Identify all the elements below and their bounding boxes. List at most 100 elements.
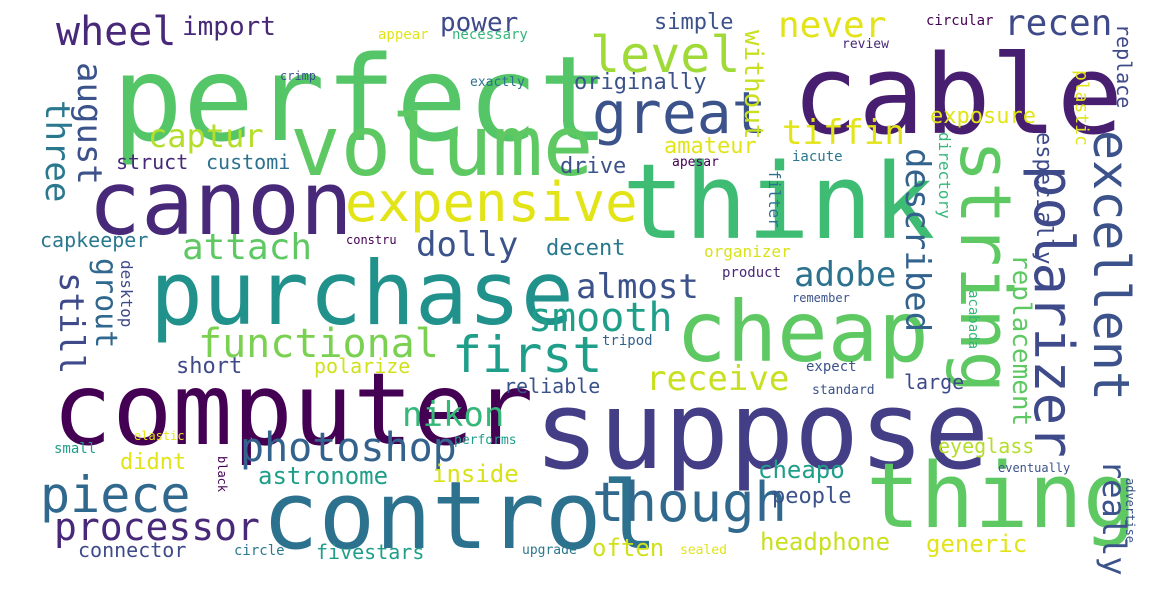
word-black: black — [215, 456, 229, 493]
word-people: people — [772, 484, 852, 509]
word-august: august — [69, 62, 109, 185]
word-exactly: exactly — [470, 75, 525, 90]
word-remember: remember — [792, 291, 850, 305]
word-great: great — [592, 79, 767, 147]
word-didnt: didnt — [120, 450, 187, 475]
word-excellent: excellent — [1082, 130, 1140, 401]
word-eyeglass: eyeglass — [938, 434, 1035, 458]
word-especially: especially — [1031, 132, 1056, 265]
word-expect: expect — [806, 359, 857, 375]
word-polarizer: polarizer — [1022, 165, 1085, 458]
word-polarize: polarize — [314, 354, 411, 378]
word-without: without — [738, 30, 768, 140]
word-though: though — [592, 471, 788, 534]
word-appear: appear — [378, 27, 429, 43]
word-suppose: suppose — [534, 369, 990, 494]
word-receive: receive — [646, 359, 790, 399]
word-desktop: desktop — [117, 260, 136, 328]
word-first: first — [452, 326, 603, 384]
word-adobe: adobe — [794, 255, 897, 295]
word-eventually: eventually — [998, 461, 1071, 475]
word-large: large — [904, 370, 965, 394]
word-constru: constru — [346, 233, 397, 247]
word-performs: performs — [454, 433, 517, 448]
word-piece: piece — [40, 466, 191, 524]
word-three: three — [37, 100, 77, 203]
word-grout: grout — [88, 258, 123, 349]
word-replacement: replacement — [1006, 254, 1036, 427]
word-small: small — [54, 441, 97, 457]
word-customi: customi — [206, 150, 291, 174]
word-standard: standard — [812, 383, 875, 398]
word-really: really — [1095, 460, 1133, 576]
word-attach: attach — [182, 227, 313, 268]
word-almost: almost — [576, 267, 699, 307]
word-organizer: organizer — [704, 242, 791, 261]
word-reliable: reliable — [504, 374, 601, 398]
word-headphone: headphone — [760, 528, 891, 556]
word-acabada: acabada — [965, 290, 981, 350]
word-review: review — [842, 37, 889, 52]
word-replace: replace — [1112, 24, 1136, 109]
word-smooth: smooth — [528, 295, 673, 341]
word-tiffin: tiffin — [782, 113, 905, 153]
word-crimp: crimp — [280, 69, 317, 83]
word-circle: circle — [234, 543, 285, 559]
word-originally: originally — [574, 70, 707, 95]
word-recen: recen — [1004, 3, 1113, 44]
word-simple: simple — [654, 10, 734, 35]
word-upgrade: upgrade — [522, 543, 577, 558]
word-never: never — [778, 5, 887, 46]
word-wheel: wheel — [56, 9, 177, 55]
word-product: product — [722, 265, 782, 281]
word-short: short — [176, 354, 243, 379]
word-power: power — [440, 8, 519, 38]
word-think: think — [622, 141, 936, 263]
word-astronome: astronome — [258, 462, 389, 490]
word-cheapo: cheapo — [758, 456, 845, 484]
word-captur: captur — [148, 117, 264, 155]
word-generic: generic — [926, 530, 1028, 558]
word-control: control — [262, 462, 659, 571]
word-level: level — [590, 26, 741, 84]
word-tripod: tripod — [602, 333, 653, 349]
word-perfect: perfect — [112, 30, 610, 168]
word-nikon: nikon — [402, 395, 505, 435]
word-advertise: advertise — [1123, 478, 1137, 544]
word-cable: cable — [792, 31, 1124, 159]
word-canon: canon — [88, 152, 353, 255]
word-inside: inside — [432, 460, 519, 488]
word-exposure: exposure — [930, 104, 1036, 129]
word-often: often — [592, 534, 665, 562]
word-connector: connector — [78, 538, 187, 562]
word-elastic: elastic — [134, 429, 185, 443]
word-described: described — [897, 148, 937, 333]
word-apesar: apesar — [672, 155, 719, 170]
word-plastic: plastic — [1071, 70, 1092, 146]
word-necessary: necessary — [452, 27, 528, 43]
word-drive: drive — [560, 154, 627, 179]
word-capkeeper: capkeeper — [40, 228, 149, 252]
word-dolly: dolly — [416, 225, 519, 265]
word-functional: functional — [198, 321, 439, 367]
word-amateur: amateur — [664, 134, 757, 159]
word-struct: struct — [116, 150, 189, 174]
word-still: still — [51, 272, 91, 375]
word-import: import — [182, 12, 276, 42]
word-circular: circular — [926, 13, 994, 29]
word-computer: computer — [52, 351, 534, 468]
word-fivestars: fivestars — [316, 540, 425, 564]
word-string: string — [944, 140, 1026, 393]
word-processor: processor — [54, 505, 260, 549]
word-directory: directory — [935, 132, 954, 219]
word-filter: filter — [765, 170, 784, 228]
word-cheap: cheap — [676, 283, 929, 381]
word-volume: volume — [290, 97, 594, 195]
word-thing: thing — [866, 444, 1137, 549]
word-decent: decent — [546, 236, 626, 261]
word-expensive: expensive — [345, 171, 638, 234]
word-iacute: iacute — [792, 149, 843, 165]
word-sealed: sealed — [680, 543, 727, 558]
word-purchase: purchase — [150, 242, 574, 345]
